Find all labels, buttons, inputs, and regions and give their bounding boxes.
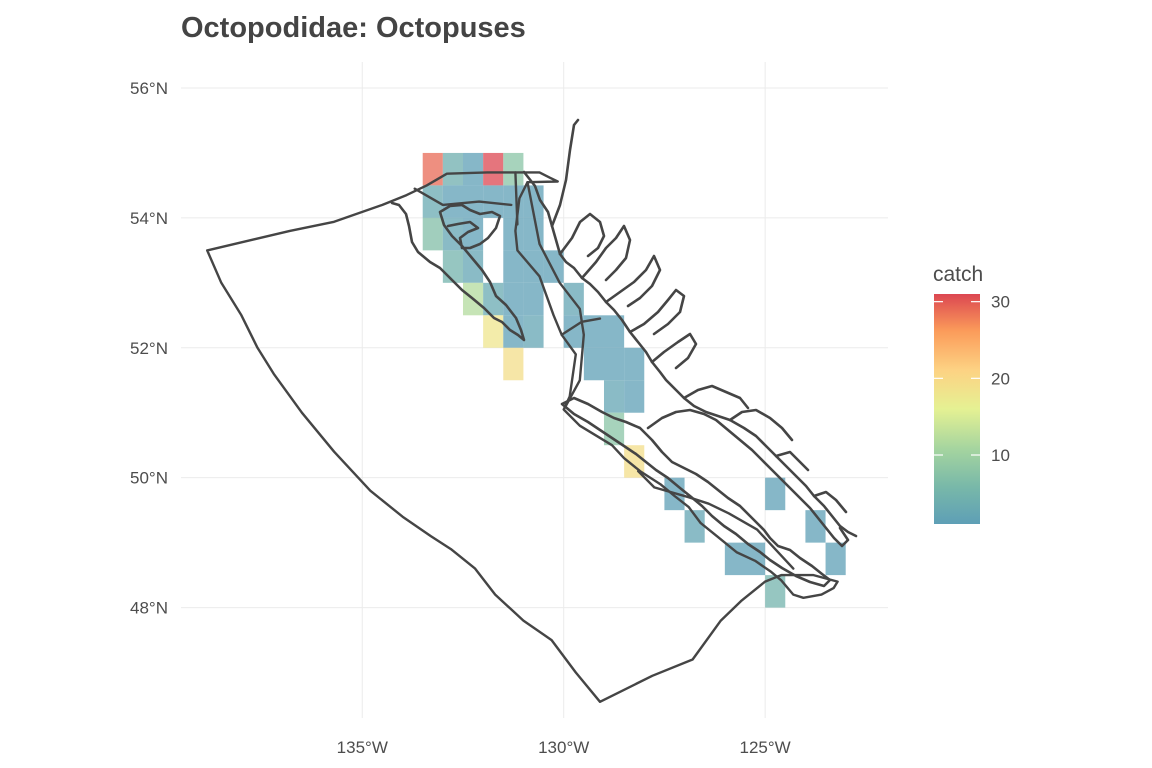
catch-cell [624,347,645,381]
graticule [181,62,888,718]
catch-cell [442,185,463,218]
sub-area-boundary [526,181,585,408]
management-area-boundaries [206,171,839,703]
sub-area-boundary [560,317,602,336]
catch-cell [462,250,484,283]
catch-cell [523,315,544,348]
catch-cell [765,575,786,608]
catch-cell [603,347,625,381]
catch-cell [483,315,504,348]
catch-cell [543,250,564,283]
catch-cell [583,315,604,348]
catch-cell [442,250,463,283]
y-axis: 48°N 50°N 52°N 54°N 56°N [130,79,168,618]
catch-cell [765,477,786,511]
catch-cell [684,510,705,543]
legend-ticks: 10 20 30 [934,293,1010,465]
catch-cell [503,152,524,186]
catch-cell [624,380,645,413]
catch-cell [462,217,484,251]
x-tick-label: 135°W [337,738,388,757]
catch-cell [503,217,524,251]
catch-cell [825,542,846,576]
catch-cell [442,152,463,186]
catch-cell [503,185,524,218]
catch-cell [422,185,443,218]
haida-gwaii-coastline [390,201,526,342]
catch-cell [483,152,504,186]
legend-title: catch [933,263,983,286]
legend-tick-label: 20 [991,369,1010,388]
x-axis: 135°W 130°W 125°W [337,738,791,757]
mainland-coastline [522,170,858,538]
y-tick-label: 54°N [130,209,168,228]
y-tick-label: 56°N [130,79,168,98]
management-area-outline [206,171,839,703]
johnstone-strait-islands [646,408,850,548]
mainland-inlets [550,118,848,514]
y-tick-label: 48°N [130,599,168,618]
catch-cell [483,282,504,316]
catch-cell [603,315,625,348]
catch-cell [422,217,443,251]
catch-cell [523,282,544,316]
coastline [390,118,858,588]
sub-area-boundary [413,187,513,207]
vancouver-island-coastline [560,396,832,588]
catch-cell [603,380,625,413]
y-tick-label: 52°N [130,339,168,358]
catch-cell [503,347,524,381]
catch-grid-cells [422,152,846,608]
catch-cell [483,185,504,218]
catch-cell [724,542,745,576]
sub-area-boundary [514,171,519,226]
x-tick-label: 125°W [740,738,791,757]
catch-cell [503,250,524,283]
catch-cell [805,510,826,543]
catch-cell [422,152,443,186]
legend: catch 10 20 30 [933,263,1010,524]
catch-cell [462,152,484,186]
sub-area-boundary [637,470,795,570]
catch-cell [583,347,604,381]
legend-tick-label: 10 [991,446,1010,465]
y-tick-label: 50°N [130,469,168,488]
legend-tick-label: 30 [991,293,1010,312]
chart-title: Octopodidae: Octopuses [181,12,526,44]
x-tick-label: 130°W [538,738,589,757]
legend-colorbar [934,294,980,524]
catch-cell [503,282,524,316]
